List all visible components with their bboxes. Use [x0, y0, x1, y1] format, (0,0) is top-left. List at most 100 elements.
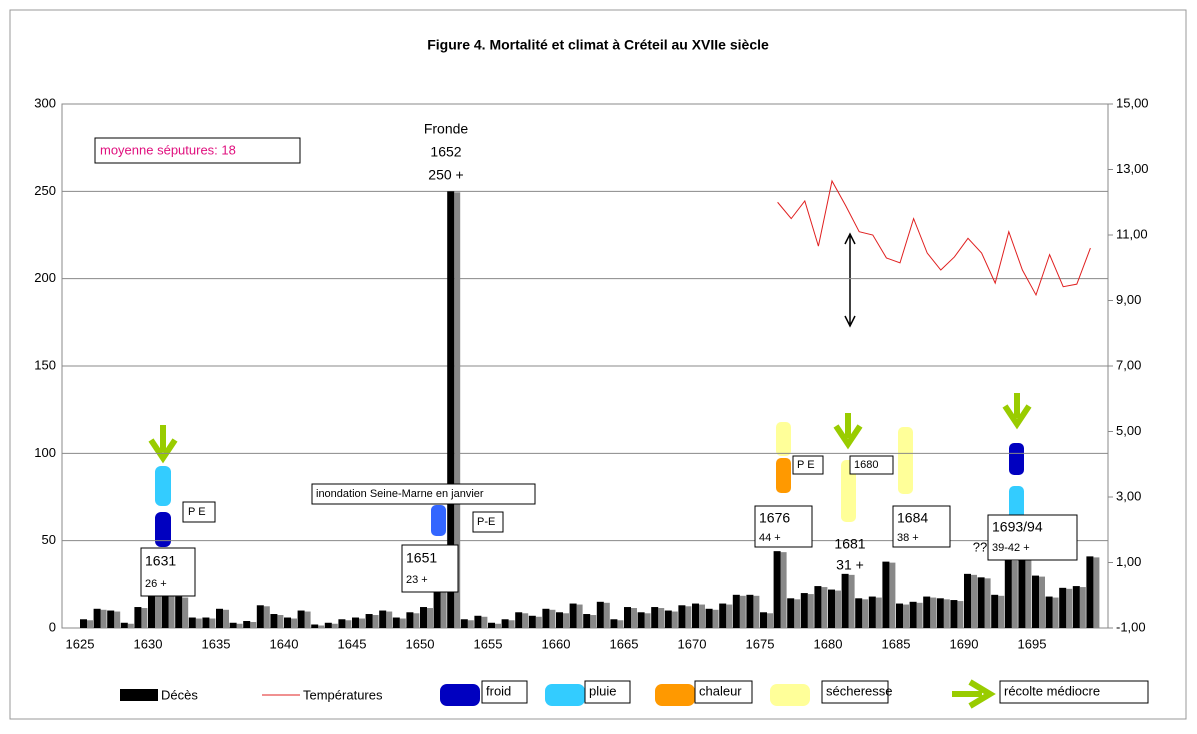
bar	[107, 610, 115, 628]
bar	[977, 577, 985, 628]
x-tick-label: 1640	[270, 636, 299, 651]
bar-shadow	[835, 590, 841, 628]
bar-shadow	[1093, 557, 1100, 628]
drought-marker	[776, 422, 791, 456]
annotation: 38 +	[897, 532, 919, 544]
bar	[705, 608, 713, 628]
bar-shadow	[195, 618, 202, 628]
x-tick-label: 1635	[202, 636, 231, 651]
bar	[93, 608, 101, 628]
bar	[365, 614, 373, 628]
bar-shadow	[971, 574, 977, 628]
bar	[379, 610, 387, 628]
bar	[1032, 575, 1039, 628]
annotation: 26 +	[145, 578, 167, 590]
x-tick-label: 1660	[542, 636, 571, 651]
y2-tick-label: 11,00	[1116, 226, 1148, 241]
bar-shadow	[1052, 597, 1059, 628]
bar-shadow	[984, 578, 991, 628]
legend-label: sécheresse	[826, 683, 892, 698]
bar-shadow	[807, 594, 814, 628]
bar-shadow	[998, 595, 1005, 628]
x-tick-label: 1625	[66, 636, 95, 651]
bar-shadow	[685, 606, 692, 628]
harvest-arrow	[148, 425, 178, 464]
x-tick-label: 1630	[134, 636, 163, 651]
bar-shadow	[141, 608, 148, 628]
temperature-line	[777, 179, 1091, 297]
bar	[692, 603, 699, 628]
x-tick-label: 1670	[678, 636, 707, 651]
bar	[392, 617, 400, 628]
bar-shadow	[658, 608, 665, 628]
bar-shadow	[617, 620, 624, 628]
bar-shadow	[1066, 588, 1073, 628]
bar-shadow	[168, 583, 175, 628]
y-tick-label: 100	[34, 445, 56, 460]
bar	[256, 605, 264, 628]
bar-shadow	[875, 597, 882, 628]
annotation: 1693/94	[992, 519, 1043, 535]
x-tick-label: 1680	[814, 636, 843, 651]
cold-marker	[431, 505, 446, 536]
annotation: P-E	[477, 516, 495, 528]
bar	[134, 607, 142, 628]
bar	[148, 593, 155, 628]
x-tick-label: 1675	[746, 636, 775, 651]
bar	[229, 622, 237, 628]
bar-shadow	[413, 613, 420, 628]
y2-tick-label: 15,00	[1116, 95, 1149, 110]
x-tick-label: 1690	[950, 636, 979, 651]
bar-shadow	[318, 625, 325, 628]
annotation-box	[311, 483, 536, 505]
legend-box	[999, 680, 1149, 704]
bar-shadow	[1011, 560, 1018, 628]
bar-shadow	[794, 599, 801, 628]
bar-shadow	[1025, 555, 1032, 628]
annotation-box	[472, 511, 504, 533]
y2-tick-label: -1,00	[1116, 619, 1146, 634]
legend-swatch	[952, 679, 996, 709]
annotation: 31 +	[836, 557, 864, 573]
bar	[828, 589, 835, 628]
bar-shadow	[916, 602, 923, 628]
x-tick-label: 1650	[406, 636, 435, 651]
annotation: 1681	[834, 536, 865, 552]
bar-shadow	[631, 608, 637, 628]
annotation: 1651	[406, 550, 437, 566]
bar	[528, 615, 536, 628]
drought-marker	[841, 460, 856, 522]
bar-shadow	[889, 562, 896, 628]
bar-shadow	[930, 597, 937, 628]
annotation: 1631	[145, 553, 176, 569]
drought-marker	[898, 427, 913, 494]
bar-shadow	[957, 601, 964, 628]
annotation-box	[94, 137, 301, 164]
bar	[447, 191, 455, 629]
bar	[896, 603, 903, 628]
annotation-box	[987, 514, 1078, 561]
y-tick-label: 150	[34, 357, 56, 372]
heat-marker	[776, 458, 791, 493]
bar-shadow	[250, 622, 257, 628]
bar	[433, 587, 441, 628]
bar	[1059, 587, 1067, 628]
bar-shadow	[236, 623, 243, 628]
bar	[297, 610, 305, 628]
legend-box	[694, 680, 753, 704]
annotation: ??	[973, 539, 987, 554]
bar-shadow	[576, 604, 583, 628]
annotation-box	[140, 547, 196, 597]
bar	[841, 573, 849, 628]
bar-shadow	[508, 620, 515, 628]
bar	[800, 593, 808, 628]
x-tick-label: 1645	[338, 636, 367, 651]
bar-shadow	[386, 611, 393, 628]
annotation: 39-42 +	[992, 542, 1030, 554]
bar-shadow	[603, 602, 610, 628]
double-arrow	[844, 232, 856, 328]
bar	[80, 619, 87, 628]
y2-tick-label: 7,00	[1116, 357, 1141, 372]
bar-shadow	[1079, 587, 1086, 628]
legend-label: froid	[486, 683, 511, 698]
